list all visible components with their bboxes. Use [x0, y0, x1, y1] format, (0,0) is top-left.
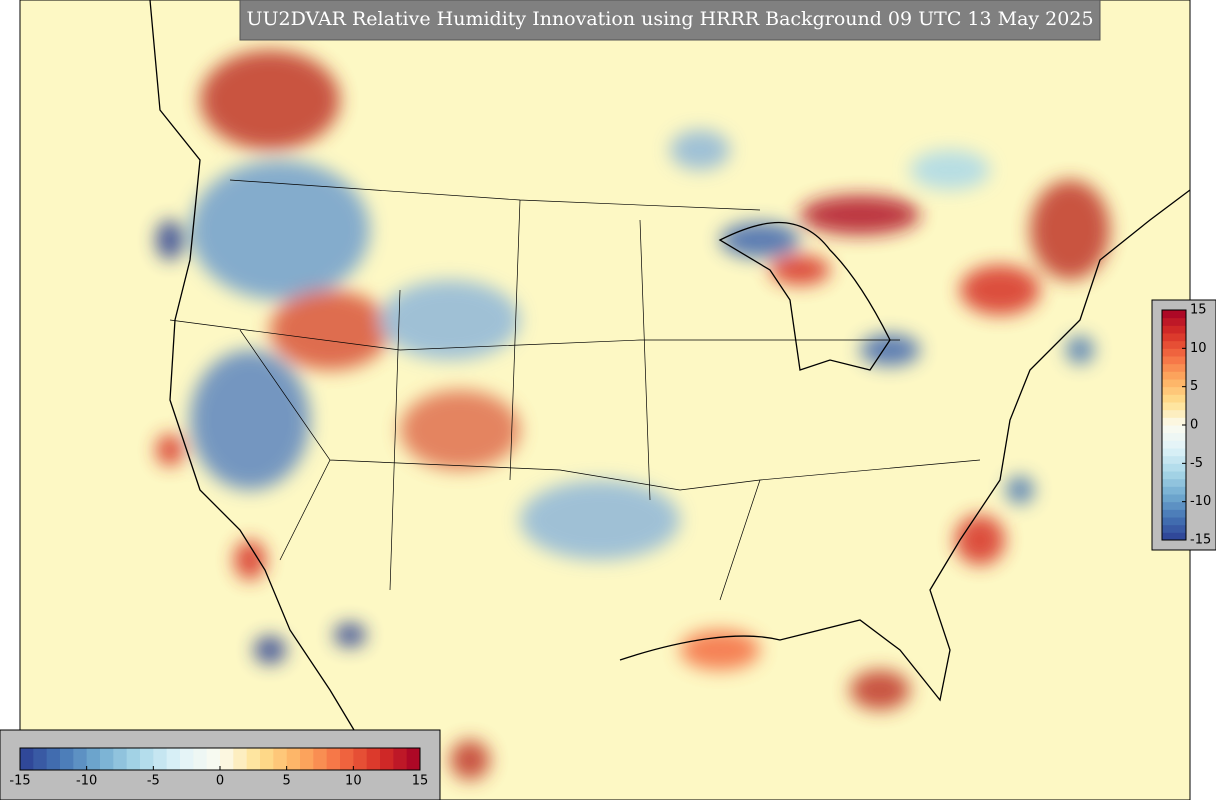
color-swatch — [100, 748, 114, 770]
state-borders — [169, 179, 981, 601]
color-swatch — [140, 748, 154, 770]
color-swatch — [1162, 478, 1186, 487]
colorbar-tick-label: -5 — [147, 774, 160, 789]
color-swatch — [20, 748, 34, 770]
color-swatch — [113, 748, 128, 770]
color-swatch — [180, 748, 194, 770]
color-swatch — [1162, 386, 1186, 395]
color-swatch — [380, 748, 394, 770]
colorbar-tick-label: -5 — [1190, 456, 1203, 471]
colorbar-tick-label: 15 — [1190, 303, 1207, 318]
color-swatch — [286, 748, 301, 770]
colorbar-tick-label: 5 — [283, 774, 291, 789]
color-swatch — [300, 748, 314, 770]
colorbar-tick-label: 0 — [216, 774, 224, 789]
color-swatch — [86, 748, 101, 770]
color-swatch — [1162, 471, 1186, 480]
map-title: UU2DVAR Relative Humidity Innovation usi… — [246, 8, 1093, 30]
color-swatch — [353, 748, 368, 770]
color-swatch — [1162, 517, 1186, 526]
colorbar-tick-label: 5 — [1190, 379, 1198, 394]
color-swatch — [246, 748, 261, 770]
color-swatch — [1162, 509, 1186, 518]
color-swatch — [340, 748, 354, 770]
colorbar-tick-label: 0 — [1190, 418, 1198, 433]
colorbar-tick-label: 10 — [345, 774, 362, 789]
color-swatch — [1162, 310, 1186, 319]
color-swatch — [1162, 409, 1186, 418]
color-swatch — [313, 748, 328, 770]
color-swatch — [1162, 486, 1186, 495]
color-swatch — [1162, 317, 1186, 326]
color-swatch — [1162, 356, 1186, 365]
color-swatch — [1162, 463, 1186, 472]
colorbar-tick-label: 15 — [412, 774, 429, 789]
color-swatch — [366, 748, 381, 770]
color-swatch — [1162, 333, 1186, 342]
color-swatch — [260, 748, 274, 770]
coastlines — [149, 0, 1191, 741]
color-swatch — [1162, 325, 1186, 334]
color-swatch — [1162, 371, 1186, 380]
color-swatch — [60, 748, 74, 770]
color-swatch — [1162, 455, 1186, 464]
color-swatch — [1162, 394, 1186, 403]
colorbar-tick-label: -15 — [9, 774, 30, 789]
color-swatch — [1162, 348, 1186, 357]
color-swatch — [406, 748, 421, 770]
color-swatch — [1162, 524, 1186, 533]
color-swatch — [1162, 340, 1186, 349]
color-swatch — [73, 748, 88, 770]
color-swatch — [233, 748, 248, 770]
color-swatch — [1162, 379, 1186, 388]
color-swatch — [153, 748, 168, 770]
colorbar-tick-label: -10 — [76, 774, 97, 789]
color-swatch — [1162, 432, 1186, 441]
humidity-field — [156, 50, 1110, 780]
color-swatch — [1162, 402, 1186, 411]
color-swatch — [193, 748, 208, 770]
color-swatch — [326, 748, 341, 770]
color-swatch — [1162, 417, 1186, 426]
color-swatch — [46, 748, 61, 770]
colorbar-tick-label: -10 — [1190, 494, 1211, 509]
color-swatch — [1162, 440, 1186, 449]
title-box — [239, 0, 1101, 41]
color-swatch — [1162, 425, 1186, 434]
color-swatch — [126, 748, 141, 770]
color-swatch — [1162, 363, 1186, 372]
color-swatch — [1162, 494, 1186, 503]
colorbar-tick-label: 10 — [1190, 341, 1207, 356]
color-swatch — [166, 748, 181, 770]
color-swatch — [206, 748, 221, 770]
color-swatch — [1162, 448, 1186, 457]
color-swatch — [33, 748, 48, 770]
color-swatch — [393, 748, 408, 770]
colorbar-tick-label: -15 — [1190, 533, 1211, 548]
color-swatch — [1162, 501, 1186, 510]
color-swatch — [1162, 532, 1186, 541]
color-swatch — [273, 748, 288, 770]
color-swatch — [220, 748, 234, 770]
